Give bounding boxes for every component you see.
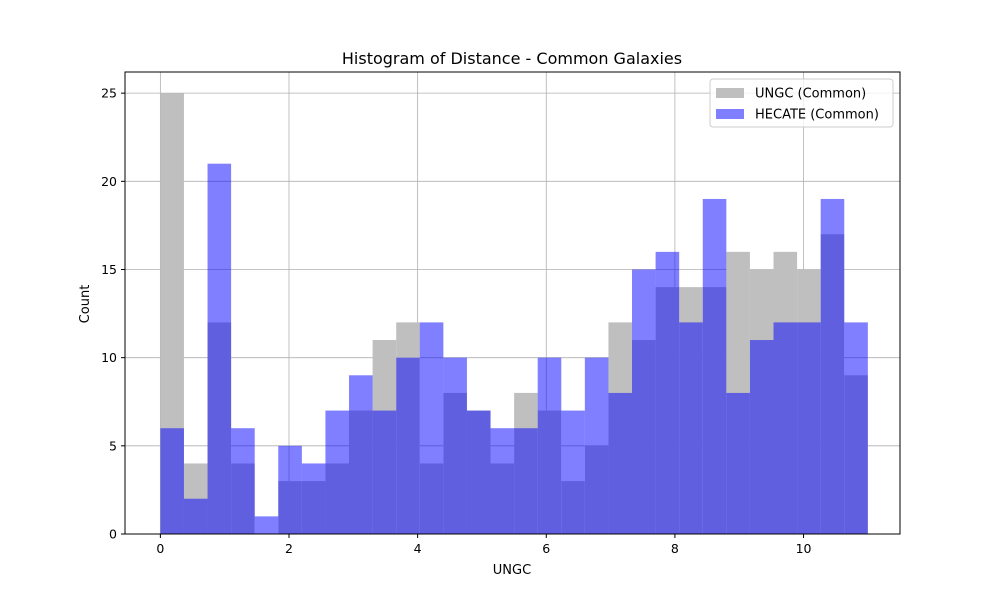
- histogram-bar: [254, 516, 279, 534]
- histogram-bar: [443, 357, 467, 534]
- histogram-bar: [349, 375, 373, 534]
- legend-swatch: [716, 109, 744, 119]
- histogram-bar: [773, 322, 798, 534]
- histogram-bar: [820, 198, 845, 534]
- legend-box: [709, 78, 894, 128]
- histogram-bar: [160, 428, 184, 534]
- histogram-bar: [183, 498, 208, 534]
- y-axis-label: Count: [78, 285, 93, 324]
- x-tick-label: 10: [796, 541, 812, 556]
- histogram-bar: [396, 357, 420, 534]
- histogram-bar: [372, 410, 397, 534]
- y-tick-label: 10: [101, 350, 117, 365]
- histogram-bar: [231, 428, 255, 534]
- bars-layer: [160, 93, 868, 535]
- histogram-bar: [702, 198, 727, 534]
- x-tick-label: 0: [156, 541, 164, 556]
- y-tick-label: 0: [109, 527, 117, 542]
- histogram-bar: [207, 163, 232, 535]
- axes: [124, 71, 901, 535]
- legend: UNGC (Common) HECATE (Common): [709, 78, 894, 128]
- tick-labels: 0 2 4 6 8 10 0 5 10 15 20 25: [101, 86, 811, 556]
- histogram-bar: [655, 251, 680, 534]
- histogram-bar: [160, 93, 184, 534]
- histogram-bar: [608, 392, 633, 534]
- x-tick-label: 2: [285, 541, 293, 556]
- histogram-bar: [584, 357, 609, 534]
- legend-label: UNGC (Common): [755, 87, 866, 102]
- histogram-bar: [749, 340, 774, 534]
- histogram-bar: [537, 357, 562, 534]
- x-tick-label: 8: [671, 541, 679, 556]
- histogram-bar: [301, 463, 326, 534]
- histogram-bar: [466, 410, 491, 534]
- y-tick-label: 25: [101, 86, 117, 101]
- histogram-bar: [844, 322, 868, 534]
- histogram-bar: [797, 322, 821, 534]
- y-tick-label: 15: [101, 262, 117, 277]
- histogram-bar: [632, 269, 656, 534]
- x-axis-label: UNGC: [493, 563, 531, 578]
- histogram-bar: [419, 322, 444, 534]
- x-tick-label: 6: [542, 541, 550, 556]
- series-hecate: [160, 163, 868, 535]
- chart-title: Histogram of Distance - Common Galaxies: [342, 49, 682, 68]
- x-tick-label: 4: [414, 541, 422, 556]
- y-tick-label: 5: [109, 438, 117, 453]
- histogram-bar: [561, 410, 585, 534]
- axes-frame: [124, 71, 901, 535]
- histogram-bar: [490, 428, 515, 534]
- histogram-bar: [278, 445, 302, 534]
- legend-label: HECATE (Common): [755, 108, 879, 123]
- histogram-bar: [325, 410, 350, 534]
- legend-swatch: [716, 88, 744, 98]
- y-tick-label: 20: [101, 174, 117, 189]
- histogram-bar: [726, 392, 750, 534]
- histogram-bar: [514, 428, 538, 534]
- histogram-bar: [679, 322, 703, 534]
